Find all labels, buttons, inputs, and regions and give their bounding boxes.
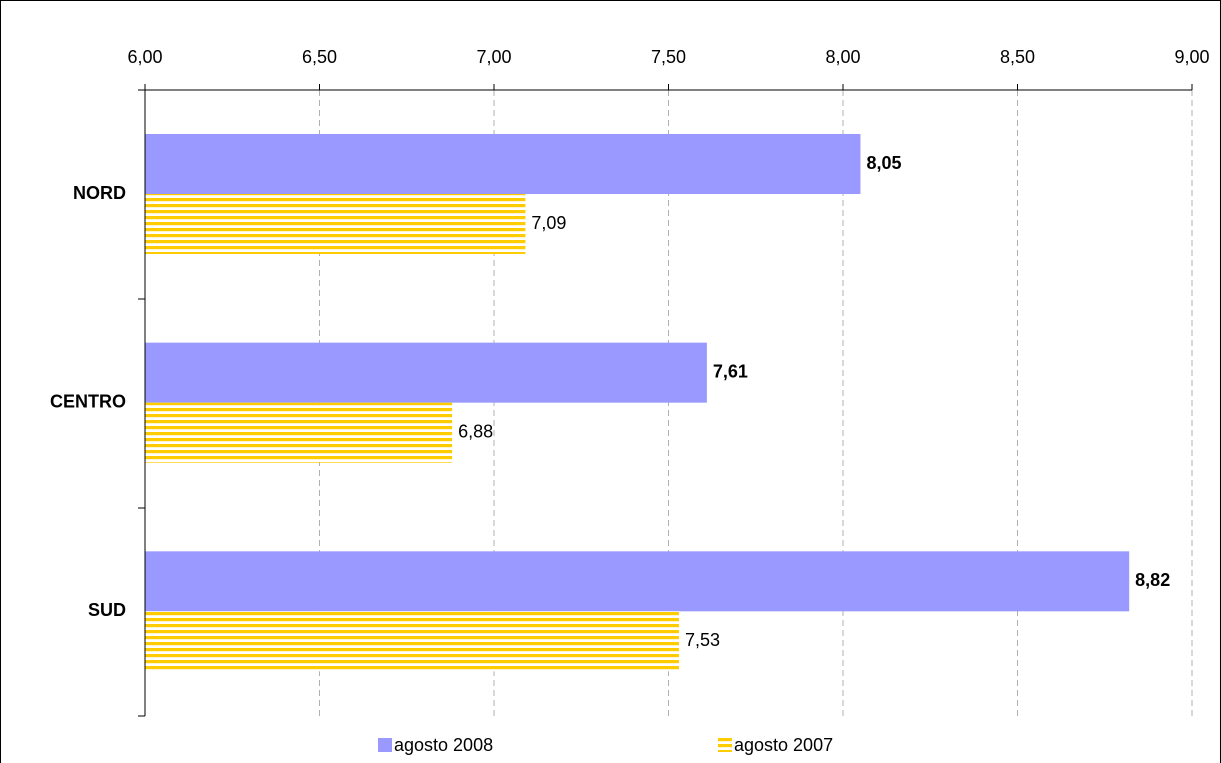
x-tick-label: 7,00	[476, 47, 511, 67]
legend-swatch	[378, 738, 392, 752]
bar	[145, 611, 679, 672]
x-tick-label: 7,50	[651, 47, 686, 67]
bar	[145, 134, 861, 194]
y-tick-label: CENTRO	[50, 391, 126, 411]
legend-swatch	[718, 738, 732, 752]
bar	[145, 194, 526, 254]
x-tick-label: 8,50	[1000, 47, 1035, 67]
value-label: 7,53	[685, 630, 720, 650]
value-label: 7,09	[531, 213, 566, 233]
bar	[145, 551, 1130, 612]
legend-label: agosto 2008	[394, 735, 493, 755]
x-tick-label: 8,00	[825, 47, 860, 67]
legend-label: agosto 2007	[734, 735, 833, 755]
value-label: 7,61	[713, 361, 748, 381]
value-label: 6,88	[458, 421, 493, 441]
x-tick-label: 6,00	[127, 47, 162, 67]
bar	[145, 342, 707, 403]
x-tick-label: 6,50	[302, 47, 337, 67]
value-label: 8,05	[866, 153, 901, 173]
bar	[145, 402, 453, 463]
y-tick-label: NORD	[73, 183, 126, 203]
x-tick-label: 9,00	[1174, 47, 1209, 67]
value-label: 8,82	[1135, 570, 1170, 590]
bars	[145, 134, 1130, 672]
y-tick-label: SUD	[88, 600, 126, 620]
